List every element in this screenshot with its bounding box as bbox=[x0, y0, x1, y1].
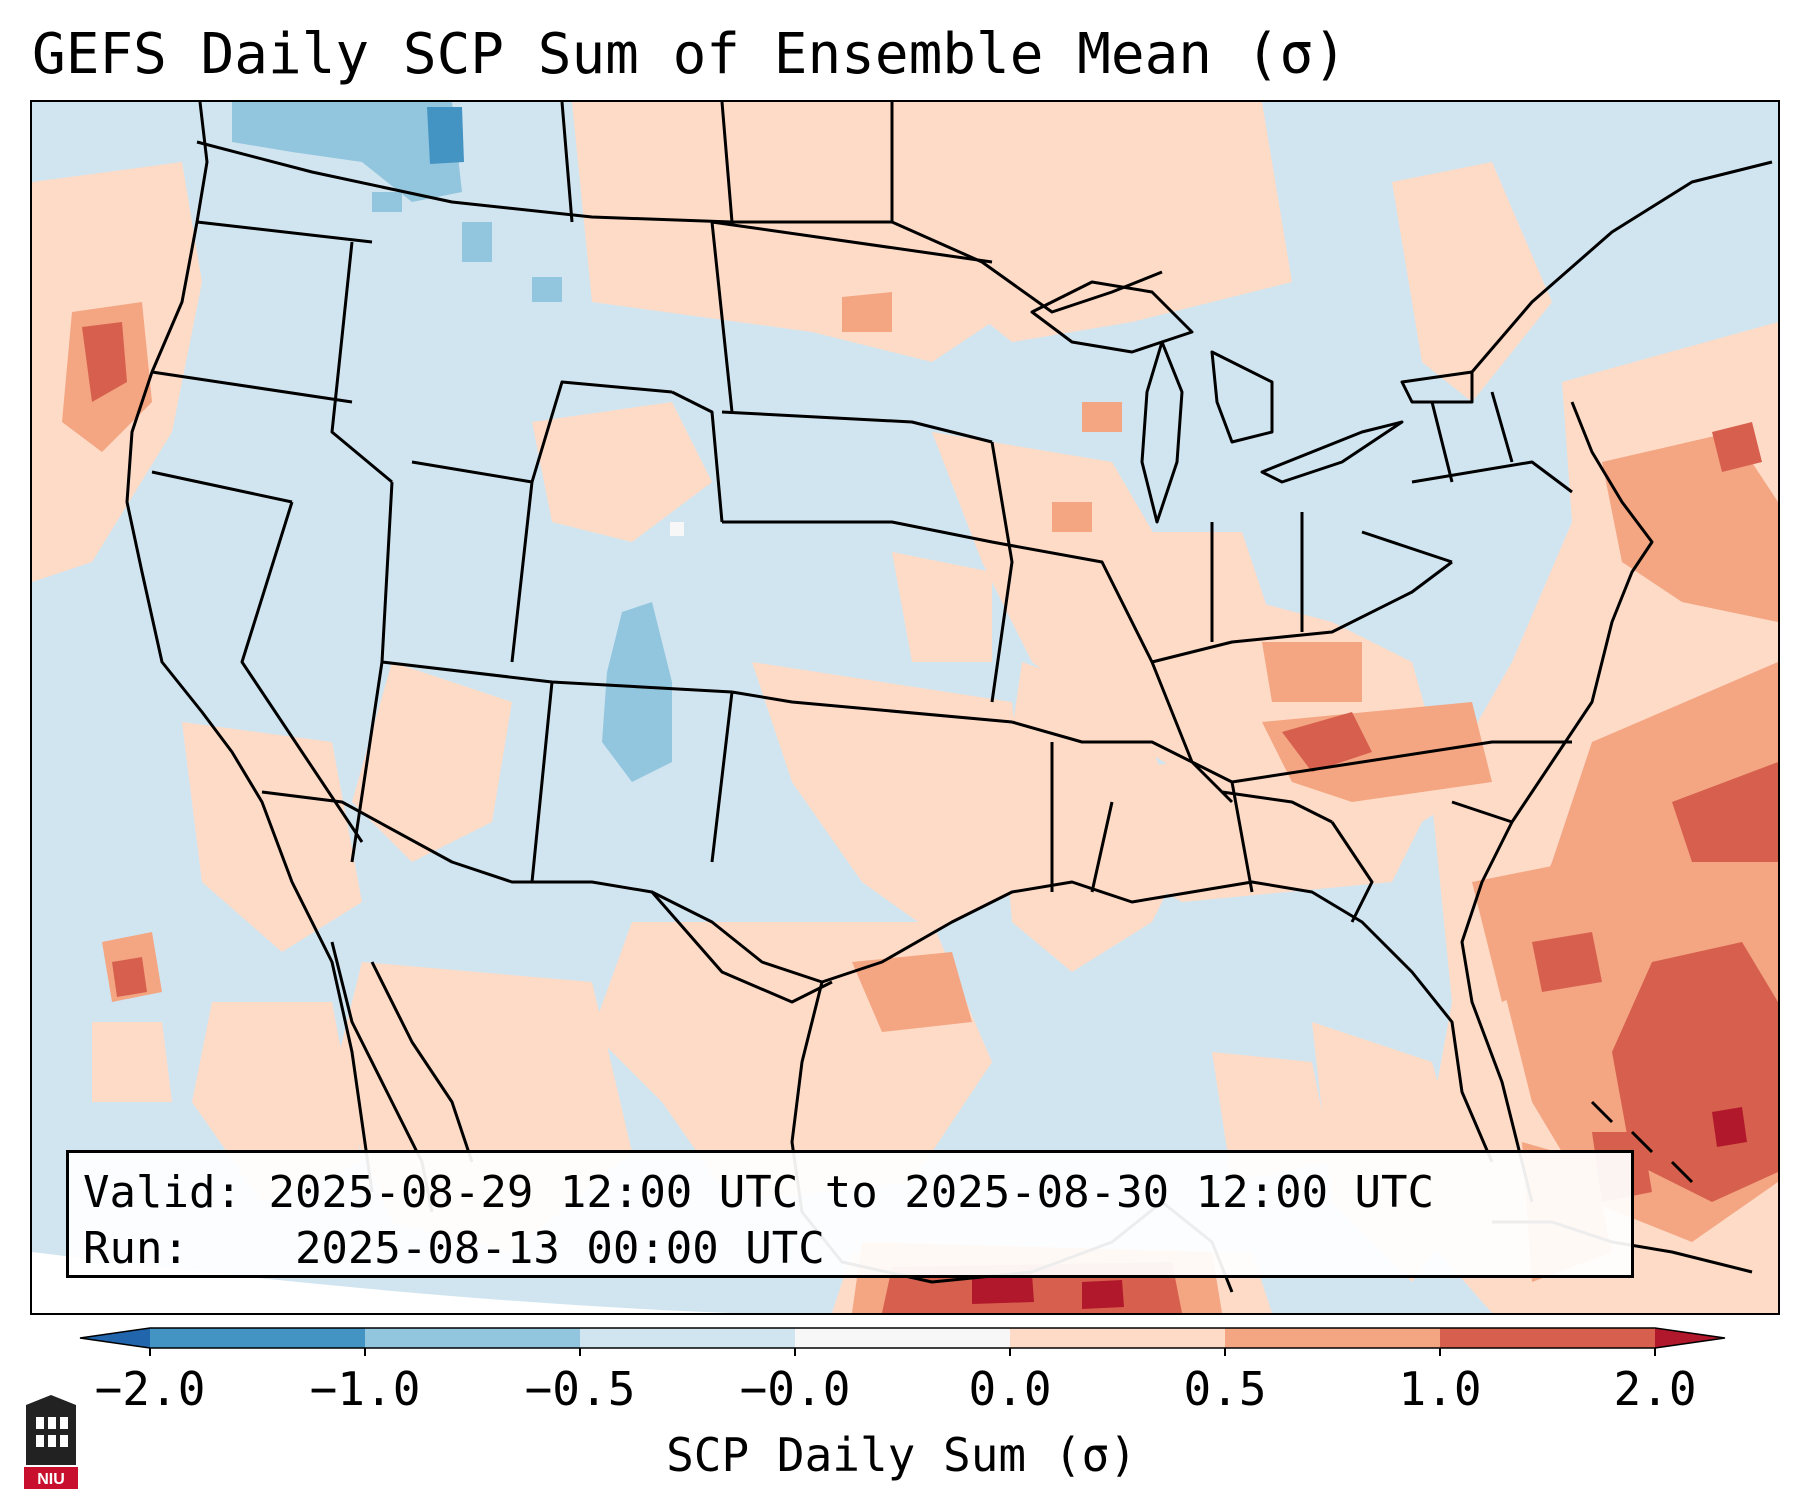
map-panel bbox=[30, 100, 1780, 1315]
us-mexico-border bbox=[261, 790, 833, 1004]
colorbar-extend-low bbox=[80, 1328, 150, 1348]
lake-michigan bbox=[1140, 340, 1184, 524]
colorbar-extend-high bbox=[1655, 1328, 1725, 1348]
west-coastline bbox=[125, 102, 374, 1193]
scp-anomaly-map bbox=[32, 102, 1778, 1313]
colorbar-bin bbox=[1440, 1328, 1655, 1348]
validity-info-box: Valid: 2025-08-29 12:00 UTC to 2025-08-3… bbox=[66, 1150, 1634, 1278]
colorbar-tick-label: −0.5 bbox=[524, 1362, 636, 1416]
colorbar-bin bbox=[580, 1328, 795, 1348]
gulf-coastline bbox=[651, 880, 1494, 1163]
northeast-coast bbox=[1460, 160, 1773, 1203]
colorbar-bin bbox=[1225, 1328, 1440, 1348]
colorbar-tick-label: −1.0 bbox=[309, 1362, 421, 1416]
colorbar bbox=[79, 1327, 1726, 1356]
colorbar-tick-label: −2.0 bbox=[94, 1362, 206, 1416]
colorbar-tick-label: 0.5 bbox=[1183, 1362, 1267, 1416]
niu-logo: NIU bbox=[24, 1395, 78, 1489]
anomaly-field-neg-2-to-neg-1 bbox=[427, 107, 464, 164]
anomaly-field-above-2 bbox=[972, 1107, 1747, 1309]
colorbar-tick-label: 1.0 bbox=[1398, 1362, 1482, 1416]
lake-superior bbox=[1030, 280, 1194, 354]
colorbar-bin bbox=[150, 1328, 365, 1348]
map-title: GEFS Daily SCP Sum of Ensemble Mean (σ) bbox=[32, 22, 1347, 87]
near-zero-cell bbox=[670, 522, 684, 536]
run-value: 2025-08-13 00:00 UTC bbox=[294, 1223, 825, 1274]
colorbar-bin bbox=[795, 1328, 1010, 1348]
anomaly-field-neg-1-to-neg-0.5 bbox=[232, 102, 672, 782]
colorbar-tick-label: 0.0 bbox=[968, 1362, 1052, 1416]
lake-erie bbox=[1260, 420, 1404, 484]
colorbar-tick-label: 2.0 bbox=[1613, 1362, 1697, 1416]
logo-banner bbox=[24, 1467, 78, 1489]
state-borders bbox=[151, 102, 1573, 923]
bahamas-coastline bbox=[1590, 1100, 1694, 1184]
colorbar-bin bbox=[1010, 1328, 1225, 1348]
valid-value: 2025-08-29 12:00 UTC to 2025-08-30 12:00… bbox=[268, 1167, 1435, 1218]
logo-text: NIU bbox=[37, 1471, 65, 1488]
colorbar-tick-label: −0.0 bbox=[739, 1362, 851, 1416]
lake-huron bbox=[1210, 350, 1274, 444]
projection-edge bbox=[32, 1252, 732, 1313]
lake-ontario bbox=[1400, 370, 1474, 404]
colorbar-bin bbox=[365, 1328, 580, 1348]
colorbar-label: SCP Daily Sum (σ) bbox=[666, 1428, 1137, 1482]
valid-label: Valid: bbox=[83, 1167, 242, 1218]
boundaries bbox=[125, 102, 1773, 1293]
us-canada-border bbox=[196, 140, 1163, 314]
run-label: Run: bbox=[83, 1223, 189, 1274]
